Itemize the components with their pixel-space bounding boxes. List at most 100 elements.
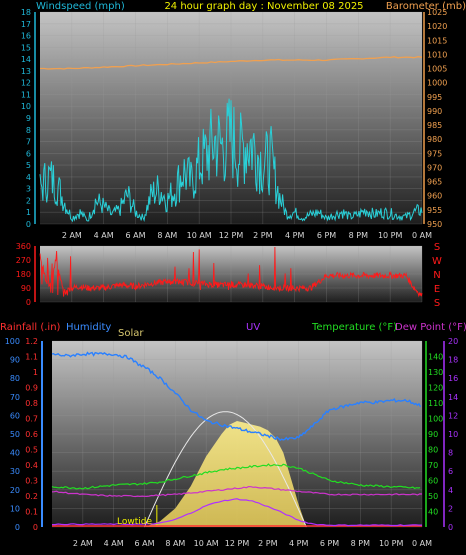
compass-label: N — [433, 270, 440, 281]
temperature-tick-label: 90 — [428, 430, 438, 439]
rain-tick-label: 1.1 — [25, 353, 38, 362]
humidity-tick-label: 0 — [15, 523, 20, 532]
x-tick-label: 8 AM — [157, 231, 177, 240]
wind-tick-label: 16 — [21, 32, 31, 41]
dewpoint-axis-title: Dew Point (°F) — [395, 322, 466, 333]
uv-axis-title: UV — [246, 322, 260, 333]
compass-label: S — [434, 242, 440, 253]
direction-y-axis: 0 90 180 270 360 — [16, 242, 36, 307]
x-tick-label: 6 PM — [317, 231, 336, 240]
direction-line — [39, 246, 423, 298]
x-tick-label: 8 PM — [351, 539, 370, 548]
uv-tick-label: 8 — [448, 449, 453, 458]
barometer-tick-label: 975 — [427, 149, 442, 158]
uv-tick-label: 16 — [448, 374, 458, 383]
wind-tick-label: 0 — [26, 220, 31, 229]
x-tick-label: 10 AM — [187, 231, 212, 240]
uv-line — [52, 498, 422, 527]
temperature-tick-label: 70 — [428, 461, 438, 470]
x-tick-label: 10 PM — [379, 539, 404, 548]
dewpoint-line — [51, 485, 423, 498]
humidity-tick-label: 90 — [10, 356, 20, 365]
x-tick-label: 4 AM — [104, 539, 124, 548]
rain-tick-label: 0.3 — [25, 477, 38, 486]
solar-max-curve — [144, 411, 307, 528]
uv-tick-label: 18 — [448, 356, 458, 365]
rain-tick-label: 0.7 — [25, 415, 38, 424]
x-tick-label: 2 AM — [62, 231, 82, 240]
barometer-tick-label: 955 — [427, 206, 442, 215]
x-tick-label: 4 AM — [94, 231, 114, 240]
climate-x-axis: 2 AM 4 AM 6 AM 8 AM 10 AM 12 PM 2 PM 4 PM 6 PM 8 … — [73, 539, 432, 548]
x-tick-label: 2 PM — [253, 231, 272, 240]
x-tick-label: 8 AM — [165, 539, 185, 548]
barometer-tick-label: 965 — [427, 178, 442, 187]
humidity-tick-label: 100 — [5, 337, 20, 346]
direction-series-layer — [39, 246, 423, 298]
uv-tick-label: 10 — [448, 430, 458, 439]
temperature-tick-label: 60 — [428, 477, 438, 486]
wind-tick-label: 14 — [21, 55, 31, 64]
humidity-tick-label: 50 — [10, 430, 20, 439]
x-tick-label: 6 PM — [320, 539, 339, 548]
wind-tick-label: 3 — [26, 185, 31, 194]
wind-tick-label: 9 — [26, 114, 31, 123]
x-tick-label: 12 PM — [219, 231, 244, 240]
rain-tick-label: 0.6 — [25, 430, 38, 439]
x-tick-label: 0 AM — [412, 539, 432, 548]
climate-panel: 010203040506070809010000.10.20.30.40.50.… — [5, 337, 458, 548]
temperature-tick-label: 50 — [428, 492, 438, 501]
wind-axis-title: Windspeed (mph) — [36, 1, 125, 12]
uv-tick-label: 2 — [448, 504, 453, 513]
humidity-tick-label: 80 — [10, 374, 20, 383]
wind-tick-label: 12 — [21, 79, 31, 88]
barometer-line — [40, 56, 423, 70]
x-tick-label: 6 AM — [125, 231, 145, 240]
barometer-tick-label: 1015 — [427, 36, 447, 45]
barometer-tick-label: 985 — [427, 121, 442, 130]
x-tick-label: 4 PM — [289, 539, 308, 548]
windspeed-line — [39, 98, 423, 223]
direction-tick-label: 90 — [21, 284, 31, 293]
barometer-y-axis: 950 955 960 965 970 975 980 985 990 995 1000 1005 10… — [423, 8, 447, 229]
chart-title: 24 hour graph day : November 08 2025 — [164, 1, 363, 12]
humidity-tick-label: 60 — [10, 411, 20, 420]
rain-tick-label: 0.1 — [25, 508, 38, 517]
solar-area — [144, 421, 307, 527]
rain-tick-label: 0.5 — [25, 446, 38, 455]
temperature-tick-label: 40 — [428, 508, 438, 517]
wind-tick-label: 10 — [21, 102, 31, 111]
humidity-tick-label: 10 — [10, 504, 20, 513]
wind-tick-label: 2 — [26, 196, 31, 205]
x-tick-label: 12 PM — [225, 539, 250, 548]
temperature-tick-label: 80 — [428, 446, 438, 455]
temperature-tick-label: 110 — [428, 399, 443, 408]
humidity-tick-label: 30 — [10, 467, 20, 476]
uv-tick-label: 20 — [448, 337, 458, 346]
rain-tick-label: 1.2 — [25, 337, 38, 346]
wind-tick-label: 8 — [26, 126, 31, 135]
direction-tick-label: 180 — [16, 270, 31, 279]
uv-tick-label: 4 — [448, 486, 453, 495]
wind-x-axis: 2 AM 4 AM 6 AM 8 AM 10 AM 12 PM 2 PM 4 PM 6 PM 8 … — [62, 231, 432, 240]
compass-label: W — [432, 256, 442, 267]
rainfall-axis-title: Rainfall (.in) — [0, 322, 61, 333]
uv-tick-label: 0 — [448, 523, 453, 532]
wind-tick-label: 1 — [26, 208, 31, 217]
barometer-tick-label: 980 — [427, 135, 442, 144]
rain-tick-label: 1 — [33, 368, 38, 377]
direction-tick-label: 270 — [16, 256, 31, 265]
uv-tick-label: 14 — [448, 393, 458, 402]
x-tick-label: 10 PM — [378, 231, 403, 240]
temperature-tick-label: 130 — [428, 368, 443, 377]
direction-tick-label: 360 — [16, 242, 31, 251]
wind-tick-label: 5 — [26, 161, 31, 170]
solar-label: Solar — [118, 328, 144, 339]
wind-tick-label: 15 — [21, 43, 31, 52]
wind-series-layer — [39, 56, 423, 223]
